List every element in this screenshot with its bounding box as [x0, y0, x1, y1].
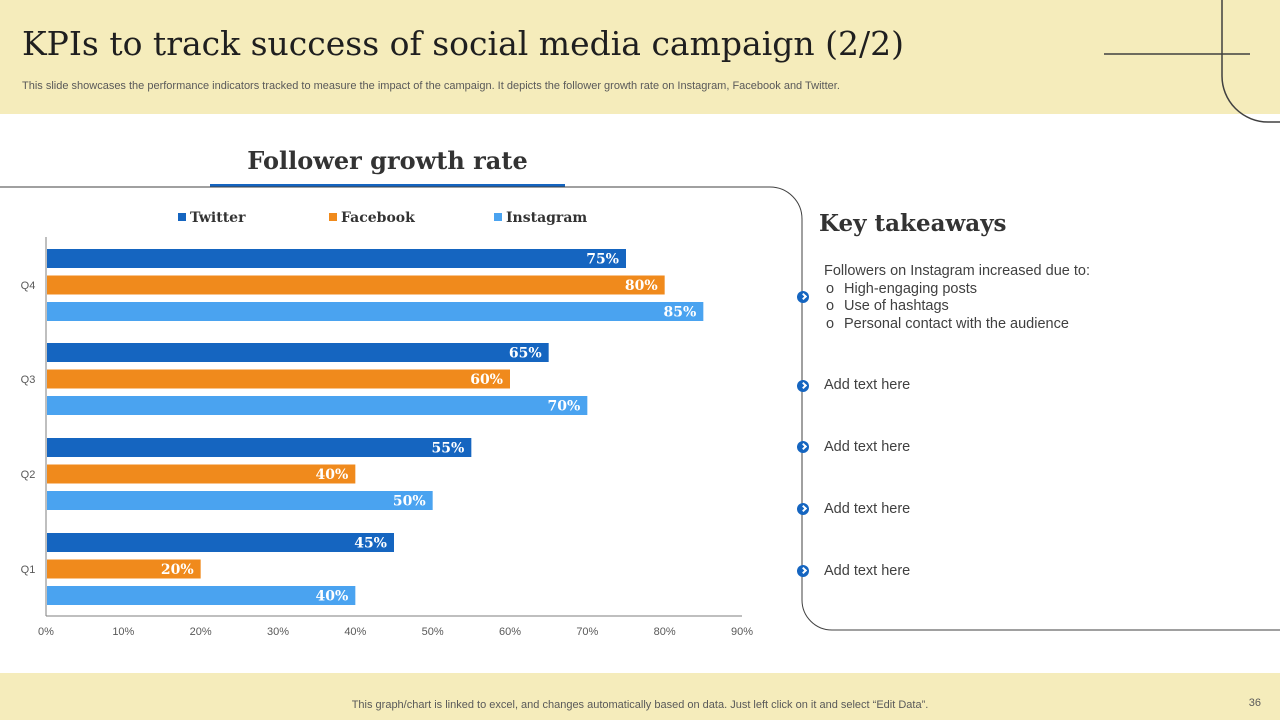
bar-facebook-q3	[47, 369, 510, 389]
takeaway-item-5: Add text here	[824, 563, 911, 579]
takeaway-intro: Followers on Instagram increased due to:	[824, 263, 1090, 279]
x-tick-label: 30%	[267, 626, 289, 638]
key-takeaways-title: Key takeaways	[819, 210, 1007, 237]
takeaway-item-2: Add text here	[824, 377, 911, 393]
x-tick-label: 10%	[112, 626, 134, 638]
y-category-label: Q4	[21, 280, 36, 292]
bar-twitter-q4	[47, 249, 626, 268]
follower-growth-chart: 0% 10% 20% 30% 40% 50% 60% 70% 80% 90% Q4 75% 80% 85%…	[21, 237, 753, 638]
legend-item-twitter: Twitter	[178, 210, 245, 226]
takeaway-marker-icon	[797, 503, 809, 515]
page-title: KPIs to track success of social media ca…	[22, 24, 904, 63]
data-label: 70%	[548, 399, 581, 415]
data-label: 60%	[470, 372, 503, 388]
data-label: 80%	[625, 278, 658, 294]
legend-label-facebook: Facebook	[341, 210, 415, 226]
takeaway-bullet: Personal contact with the audience	[824, 316, 1090, 334]
data-label: 50%	[393, 494, 426, 510]
bar-twitter-q1	[47, 533, 394, 552]
bar-twitter-q3	[47, 343, 549, 362]
bar-instagram-q1	[47, 586, 356, 605]
x-tick-label: 20%	[190, 626, 212, 638]
takeaway-item-1: Followers on Instagram increased due to:…	[824, 263, 1090, 333]
bar-instagram-q2	[47, 491, 433, 510]
footer-band	[0, 673, 1280, 720]
x-tick-label: 90%	[731, 626, 753, 638]
legend-swatch-facebook	[329, 213, 337, 221]
footer-note: This graph/chart is linked to excel, and…	[351, 699, 929, 711]
header-band	[0, 0, 1280, 114]
data-label: 20%	[161, 562, 194, 578]
takeaway-marker-icon	[797, 565, 809, 577]
data-label: 75%	[586, 252, 619, 268]
x-tick-label: 40%	[344, 626, 366, 638]
header-decoration	[1104, 0, 1280, 123]
data-label: 45%	[354, 536, 387, 552]
page-subtitle: This slide showcases the performance ind…	[22, 80, 840, 92]
y-category-label: Q1	[21, 564, 36, 576]
page-number: 36	[1248, 697, 1261, 709]
data-label: 65%	[509, 346, 542, 362]
bar-twitter-q2	[47, 438, 472, 457]
legend-swatch-instagram	[494, 213, 502, 221]
y-category-label: Q3	[21, 374, 36, 386]
legend-item-facebook: Facebook	[329, 210, 415, 226]
takeaway-marker-icon	[797, 441, 809, 453]
takeaway-bullet: Use of hashtags	[824, 298, 1090, 316]
chart-title: Follower growth rate	[247, 146, 528, 175]
takeaway-bullet-list: High-engaging posts Use of hashtags Pers…	[824, 281, 1090, 334]
x-tick-label: 60%	[499, 626, 521, 638]
bar-facebook-q2	[47, 464, 356, 484]
x-tick-label: 50%	[422, 626, 444, 638]
x-tick-label: 80%	[654, 626, 676, 638]
legend-item-instagram: Instagram	[494, 210, 587, 226]
bar-facebook-q4	[47, 275, 665, 295]
takeaway-item-3: Add text here	[824, 439, 911, 455]
x-tick-label: 70%	[576, 626, 598, 638]
x-tick-label: 0%	[38, 626, 54, 638]
chart-title-underline	[210, 184, 565, 187]
data-label: 40%	[316, 467, 349, 483]
bar-instagram-q4	[47, 302, 704, 321]
legend-label-instagram: Instagram	[506, 210, 588, 226]
data-label: 85%	[664, 305, 697, 321]
bar-facebook-q1	[47, 559, 201, 579]
y-category-label: Q2	[21, 469, 36, 481]
legend-swatch-twitter	[178, 213, 186, 221]
bar-instagram-q3	[47, 396, 588, 415]
takeaway-bullet: High-engaging posts	[824, 281, 1090, 299]
legend-label-twitter: Twitter	[190, 210, 246, 226]
takeaway-marker-icon	[797, 380, 809, 392]
data-label: 55%	[432, 441, 465, 457]
takeaway-marker-icon	[797, 291, 809, 303]
takeaway-item-4: Add text here	[824, 501, 911, 517]
data-label: 40%	[316, 589, 349, 605]
